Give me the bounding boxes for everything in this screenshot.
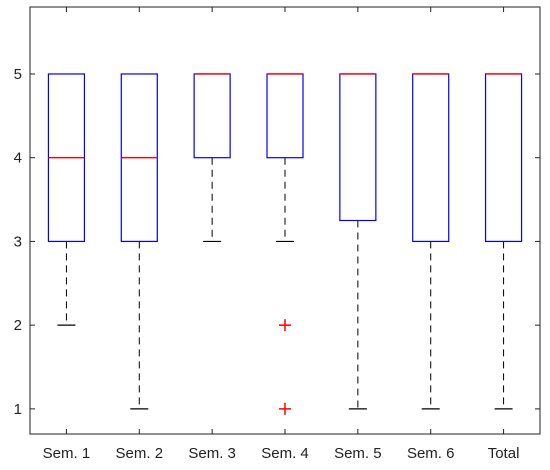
box-series (47, 73, 523, 415)
x-tick-label: Sem. 4 (261, 445, 309, 462)
box-group (339, 73, 377, 410)
box-group (412, 73, 450, 410)
y-tick-label: 5 (14, 66, 22, 83)
x-axis: Sem. 1 Sem. 2 Sem. 3 Sem. 4 Sem. 5 Sem. 6 Tota… (43, 7, 520, 462)
x-tick-label: Sem. 2 (116, 445, 164, 462)
x-tick-label: Sem. 1 (43, 445, 91, 462)
x-tick-label: Sem. 3 (188, 445, 236, 462)
x-tick-label: Sem. 6 (407, 445, 455, 462)
iqr-box (339, 73, 377, 222)
outlier-marker (279, 402, 291, 415)
iqr-box (484, 73, 523, 243)
outlier-marker (279, 319, 291, 332)
box-group (120, 73, 158, 410)
box-group (193, 73, 231, 243)
iqr-box (412, 73, 450, 243)
box-group (484, 73, 523, 410)
x-tick-label: Total (488, 445, 520, 462)
y-axis: 1 2 3 4 5 (14, 66, 540, 418)
iqr-box (266, 73, 304, 159)
y-tick-label: 4 (14, 150, 22, 167)
iqr-box (193, 73, 231, 159)
y-tick-label: 1 (14, 401, 22, 418)
box-group (47, 73, 86, 326)
y-tick-label: 2 (14, 317, 22, 334)
x-tick-label: Sem. 5 (334, 445, 382, 462)
box-group (266, 73, 304, 415)
y-tick-label: 3 (14, 233, 22, 250)
